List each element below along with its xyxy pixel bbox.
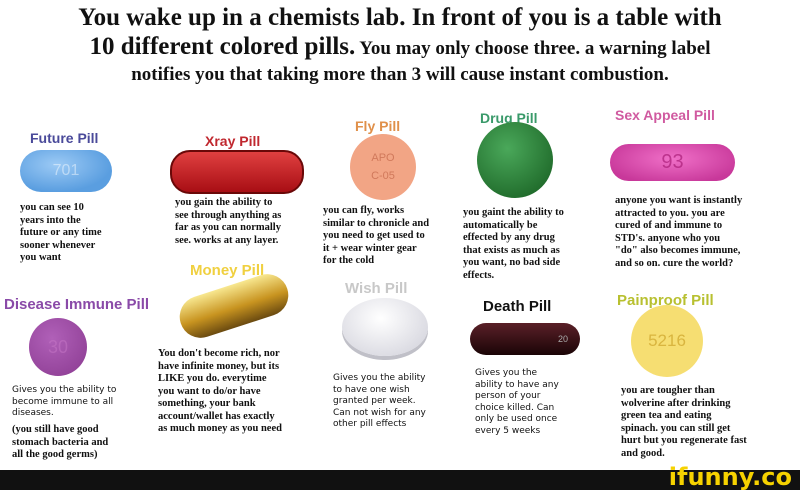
title-line-2-big: 10 different colored pills. xyxy=(89,33,356,60)
painproof-pill-description: you are tougher than wolverine after dri… xyxy=(621,385,747,459)
disease-immune-pill-label: Disease Immune Pill xyxy=(4,296,150,313)
sex-appeal-pill-label: Sex Appeal Pill xyxy=(615,107,715,123)
fly-pill-description: you can fly, works similar to chronicle … xyxy=(323,205,430,266)
title-line-2-small: You may only choose three. a warning lab… xyxy=(355,38,711,59)
painproof-pill-label: Painproof Pill xyxy=(617,292,714,309)
fly-pill-label: Fly Pill xyxy=(355,118,401,134)
footer-bar xyxy=(0,470,800,490)
disease-immune-pill-image: 30 xyxy=(29,318,87,376)
money-pill-image xyxy=(174,268,294,344)
disease-immune-pill-note: (you still have good stomach bacteria an… xyxy=(12,424,109,460)
xray-pill-label: Xray Pill xyxy=(205,133,261,149)
title-line-2: 10 different colored pills. You may only… xyxy=(0,33,800,61)
death-pill-image: 20 xyxy=(470,323,580,355)
wish-pill-label: Wish Pill xyxy=(345,280,408,297)
future-pill-image: 701 xyxy=(20,150,112,192)
xray-pill-description: you gain the ability to see through anyt… xyxy=(175,197,282,246)
wish-pill-image xyxy=(342,298,428,356)
painproof-pill-image: 5216 xyxy=(631,305,703,377)
sex-appeal-pill-image: 93 xyxy=(610,144,735,181)
wish-pill-description: Gives you the ability to have one wish g… xyxy=(333,373,426,429)
money-pill-label: Money Pill xyxy=(190,262,265,279)
drug-pill-image xyxy=(477,122,553,198)
money-pill-description: You don't become rich, nor have infinite… xyxy=(158,348,282,434)
ifunny-watermark: ifunny.co xyxy=(668,463,792,491)
sex-appeal-pill-description: anyone you want is instantly attracted t… xyxy=(615,195,743,269)
future-pill-label: Future Pill xyxy=(30,130,99,146)
fly-pill-image: APO C-05 xyxy=(350,134,416,200)
disease-immune-pill-description: Gives you the ability to become immune t… xyxy=(12,385,117,418)
death-pill-description: Gives you the ability to have any person… xyxy=(475,368,559,436)
drug-pill-description: you gaint the ability to automatically b… xyxy=(463,207,564,281)
death-pill-label: Death Pill xyxy=(483,298,552,315)
future-pill-description: you can see 10 years into the future or … xyxy=(20,202,102,263)
xray-pill-image xyxy=(170,150,304,194)
title-line-3: notifies you that taking more than 3 wil… xyxy=(131,64,669,85)
title-line-1: You wake up in a chemists lab. In front … xyxy=(78,4,722,31)
